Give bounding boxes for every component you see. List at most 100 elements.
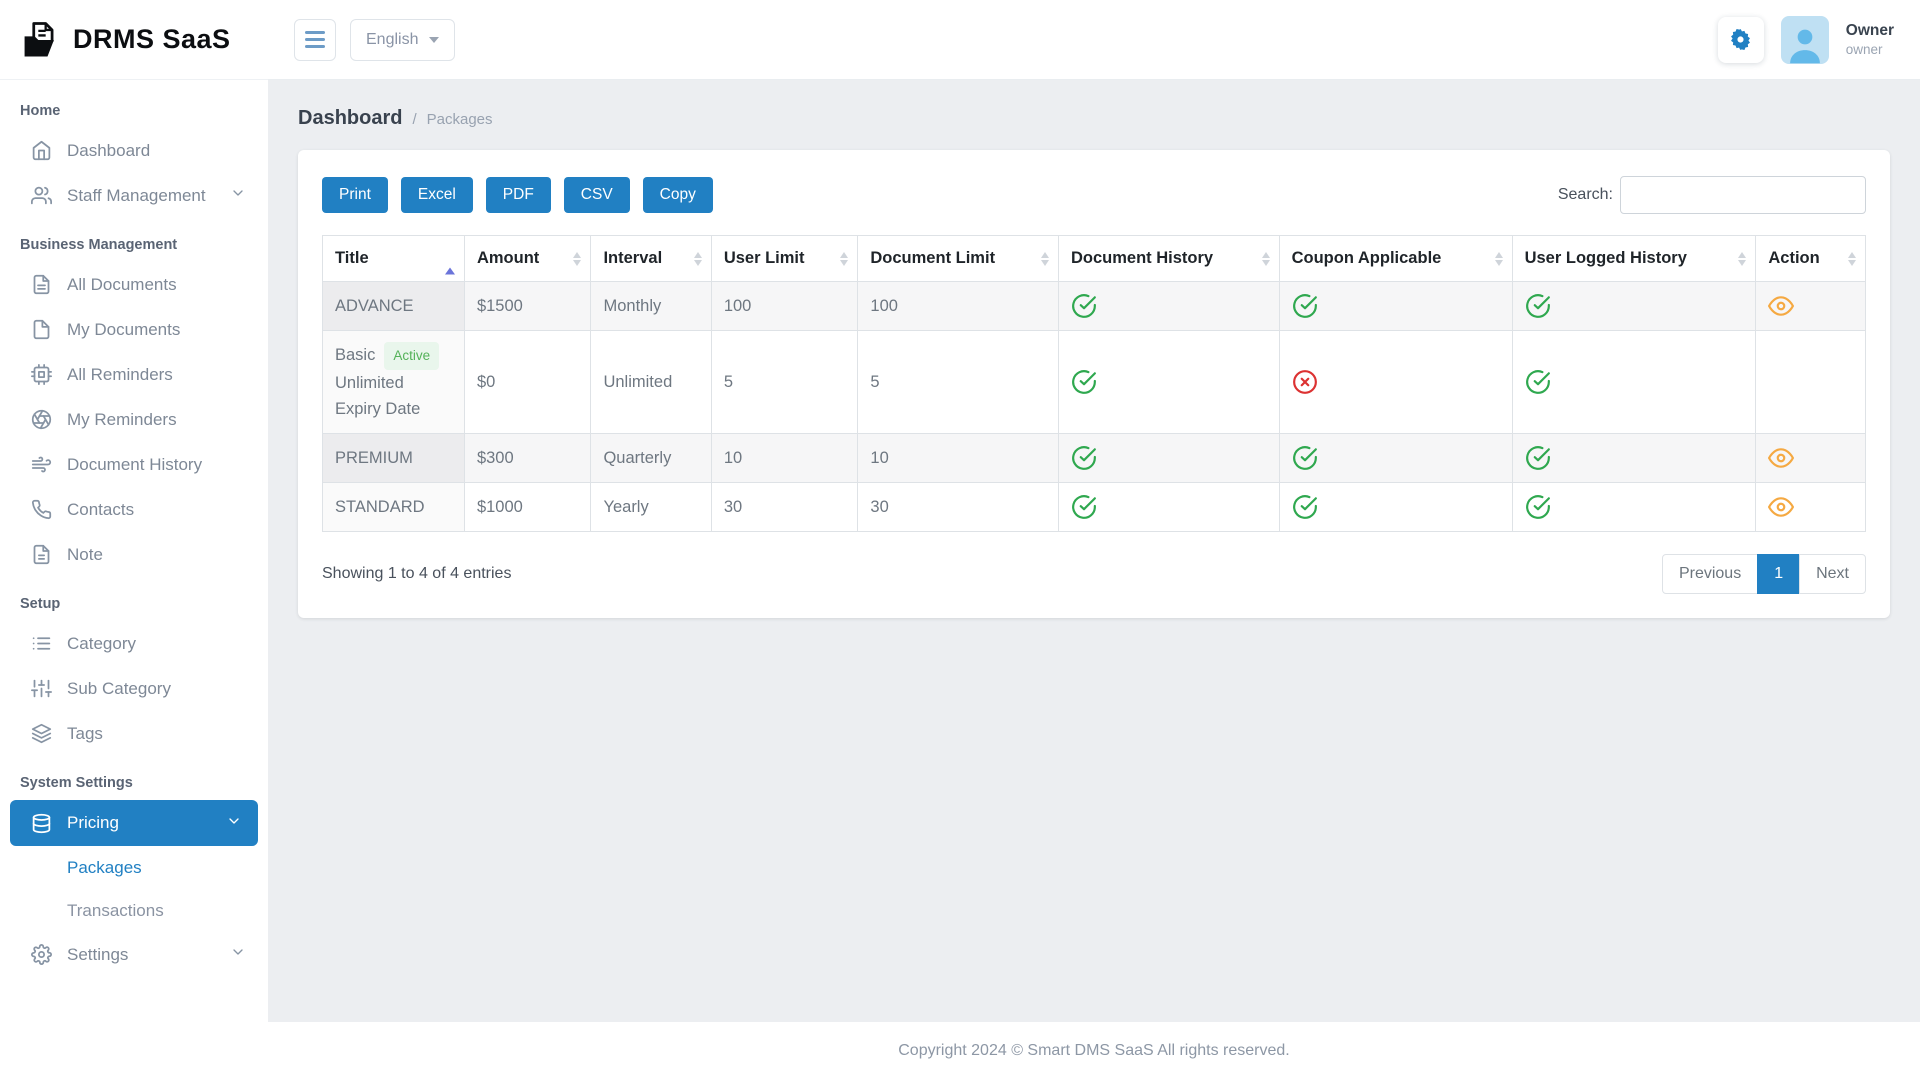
export-buttons: Print Excel PDF CSV Copy xyxy=(322,177,713,213)
column-header-title[interactable]: Title xyxy=(322,235,465,282)
sidebar-item-label: Dashboard xyxy=(67,140,151,160)
view-button[interactable] xyxy=(1768,293,1795,319)
sidebar-item-settings[interactable]: Settings xyxy=(0,932,268,977)
topbar-right: Owner owner xyxy=(1717,15,1894,64)
gear-icon xyxy=(1731,28,1751,51)
main-area: English Owner owner Dashboard / xyxy=(268,0,1920,1080)
eye-icon xyxy=(1768,445,1795,471)
sidebar-item-my-reminders[interactable]: My Reminders xyxy=(0,397,268,442)
column-header-action[interactable]: Action xyxy=(1755,235,1866,282)
sidebar-subitem-transactions[interactable]: Transactions xyxy=(67,900,164,920)
pdf-button[interactable]: PDF xyxy=(485,177,551,213)
column-header-user-logged-history[interactable]: User Logged History xyxy=(1511,235,1757,282)
brand[interactable]: DRMS SaaS xyxy=(0,0,268,80)
cell-coupon-applicable xyxy=(1278,433,1513,484)
column-header-coupon-applicable[interactable]: Coupon Applicable xyxy=(1278,235,1513,282)
sort-icon xyxy=(1848,251,1856,266)
pagination: Previous 1 Next xyxy=(1661,554,1866,595)
cell-action xyxy=(1755,433,1866,484)
package-subtitle: Unlimited xyxy=(335,373,404,392)
cell-user-logged-history xyxy=(1511,482,1757,533)
next-page-button[interactable]: Next xyxy=(1799,554,1866,595)
print-button[interactable]: Print xyxy=(322,177,388,213)
phone-icon xyxy=(31,499,52,520)
cell-document-limit: 100 xyxy=(857,281,1059,331)
sidebar-item-category[interactable]: Category xyxy=(0,621,268,666)
user-name: Owner xyxy=(1845,21,1894,39)
column-header-amount[interactable]: Amount xyxy=(463,235,592,282)
cell-amount: $300 xyxy=(463,433,592,484)
column-header-document-history[interactable]: Document History xyxy=(1057,235,1280,282)
sidebar-item-staff-management[interactable]: Staff Management xyxy=(0,173,268,218)
status-badge: Active xyxy=(384,342,440,370)
sidebar-toggle-button[interactable] xyxy=(294,18,336,61)
sidebar-item-my-documents[interactable]: My Documents xyxy=(0,307,268,352)
packages-card: Print Excel PDF CSV Copy Search: xyxy=(298,150,1890,619)
cell-coupon-applicable xyxy=(1278,482,1513,533)
sidebar-item-document-history[interactable]: Document History xyxy=(0,442,268,487)
aperture-icon xyxy=(31,409,52,430)
sidebar-item-all-documents[interactable]: All Documents xyxy=(0,262,268,307)
cell-amount: $0 xyxy=(463,329,592,435)
table-footer: Showing 1 to 4 of 4 entries Previous 1 N… xyxy=(322,554,1866,595)
check-circle-icon xyxy=(1525,494,1551,520)
breadcrumb-packages: Packages xyxy=(426,111,493,128)
brand-logo-icon xyxy=(20,18,64,62)
search-label: Search: xyxy=(1557,186,1613,203)
file-icon xyxy=(33,319,50,340)
copy-button[interactable]: Copy xyxy=(642,177,713,213)
check-circle-icon xyxy=(1292,293,1318,319)
sidebar-item-label: My Reminders xyxy=(67,409,177,429)
sidebar-item-all-reminders[interactable]: All Reminders xyxy=(0,352,268,397)
cell-coupon-applicable xyxy=(1278,281,1513,331)
footer: Copyright 2024 © Smart DMS SaaS All righ… xyxy=(268,1022,1920,1080)
user-meta[interactable]: Owner owner xyxy=(1846,21,1894,59)
wind-icon xyxy=(31,456,52,473)
user-avatar[interactable] xyxy=(1780,15,1829,64)
cell-user-logged-history xyxy=(1511,281,1757,331)
sidebar-item-contacts[interactable]: Contacts xyxy=(0,487,268,532)
x-circle-icon xyxy=(1292,369,1318,395)
brand-name: DRMS SaaS xyxy=(73,24,231,54)
language-dropdown[interactable]: English xyxy=(350,18,456,61)
sidebar-item-label: All Documents xyxy=(67,274,177,294)
sidebar-item-label: Staff Management xyxy=(67,185,206,205)
packages-table: Title Amount Interval User Limit Documen… xyxy=(322,235,1866,533)
cell-user-limit: 10 xyxy=(710,433,859,484)
check-circle-icon xyxy=(1292,494,1318,520)
user-role: owner xyxy=(1845,41,1883,57)
sidebar-item-dashboard[interactable]: Dashboard xyxy=(0,128,268,173)
page-1-button[interactable]: 1 xyxy=(1757,554,1801,595)
sidebar-item-label: Pricing xyxy=(67,813,119,832)
column-header-interval[interactable]: Interval xyxy=(590,235,712,282)
csv-button[interactable]: CSV xyxy=(563,177,630,213)
sort-icon xyxy=(573,251,582,266)
column-header-document-limit[interactable]: Document Limit xyxy=(857,235,1059,282)
settings-gear-button[interactable] xyxy=(1717,16,1764,63)
sidebar-item-label: All Reminders xyxy=(67,364,173,384)
cell-user-logged-history xyxy=(1511,433,1757,484)
view-button[interactable] xyxy=(1768,494,1795,520)
sidebar-item-sub-category[interactable]: Sub Category xyxy=(0,666,268,711)
sidebar-item-label: Tags xyxy=(67,723,103,743)
sidebar-item-tags[interactable]: Tags xyxy=(0,711,268,756)
list-icon xyxy=(32,637,51,650)
view-button[interactable] xyxy=(1768,445,1795,471)
previous-page-button[interactable]: Previous xyxy=(1661,554,1759,595)
excel-button[interactable]: Excel xyxy=(400,177,473,213)
sidebar-item-pricing[interactable]: Pricing xyxy=(10,800,258,846)
cell-interval: Monthly xyxy=(590,281,712,331)
table-row: Basic Active Unlimited Expiry Date $0 Unl… xyxy=(322,329,1866,435)
search-input[interactable] xyxy=(1620,176,1866,214)
sidebar-item-note[interactable]: Note xyxy=(0,532,268,577)
column-header-user-limit[interactable]: User Limit xyxy=(710,235,859,282)
cell-title: STANDARD xyxy=(322,482,465,533)
sort-icon xyxy=(1494,251,1503,266)
hamburger-icon xyxy=(305,31,325,34)
table-row: PREMIUM $300 Quarterly 10 10 xyxy=(322,433,1866,484)
topbar: English Owner owner xyxy=(268,0,1920,80)
sort-icon xyxy=(1261,251,1270,266)
sidebar-item-label: Contacts xyxy=(67,499,135,519)
breadcrumb-dashboard[interactable]: Dashboard xyxy=(298,107,403,129)
sidebar-subitem-packages[interactable]: Packages xyxy=(67,857,142,877)
